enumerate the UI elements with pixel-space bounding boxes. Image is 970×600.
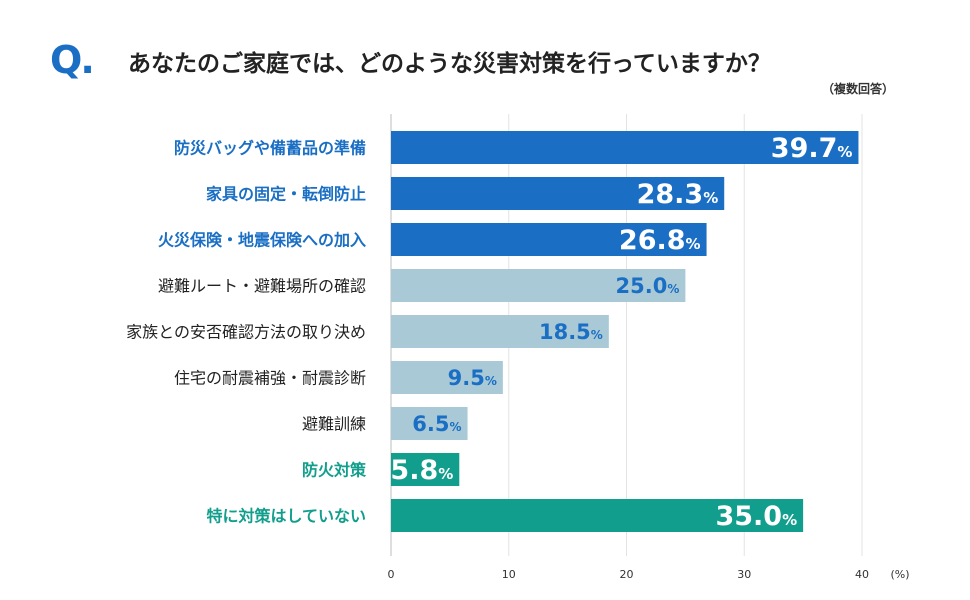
x-tick-label: 10 [502,568,516,581]
data-label: 39.7% [771,133,853,164]
category-label: 住宅の耐震補強・耐震診断 [174,369,366,388]
x-tick-label: 0 [388,568,395,581]
x-tick-label: 20 [620,568,634,581]
question-mark-logo: Q. [50,38,95,82]
data-label: 5.8% [390,455,453,486]
chart-subtitle: （複数回答） [821,82,894,96]
bar [391,223,707,256]
data-label: 25.0% [616,274,680,298]
category-label: 避難訓練 [302,415,366,434]
category-label: 防災バッグや備蓄品の準備 [174,139,366,158]
bar [391,407,468,440]
category-label: 火災保険・地震保険への加入 [158,231,366,250]
bar [391,361,503,394]
data-label: 35.0% [715,501,797,532]
category-label: 家具の固定・転倒防止 [206,185,366,204]
data-label: 26.8% [619,225,701,256]
data-label: 28.3% [637,179,719,210]
category-label: 防火対策 [302,461,367,480]
data-label: 9.5% [448,366,497,390]
bar [391,499,804,532]
bar [391,177,725,210]
data-label: 18.5% [539,320,603,344]
category-label: 家族との安否確認方法の取り決め [126,323,366,342]
bar [391,315,609,348]
bar [391,453,460,486]
x-tick-label: 40 [855,568,869,581]
x-tick-label: 30 [737,568,751,581]
data-label: 6.5% [412,412,461,436]
bar [391,269,686,302]
x-unit-label: (%) [890,568,909,581]
bar [391,131,859,164]
category-label: 特に対策はしていない [206,507,366,526]
category-label: 避難ルート・避難場所の確認 [158,277,366,296]
chart-title: あなたのご家庭では、どのような災害対策を行っていますか？ [128,51,771,77]
